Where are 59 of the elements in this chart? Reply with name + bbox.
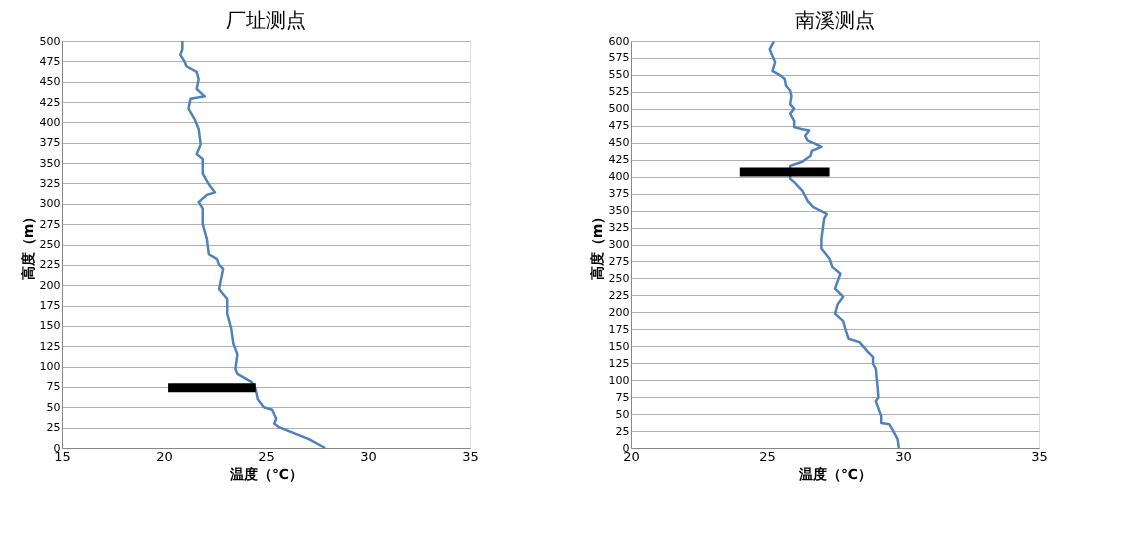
- x-tick-label: 30: [360, 448, 377, 464]
- line-series: [179, 39, 327, 450]
- y-tick-label: 400: [39, 115, 61, 129]
- y-tick-label: 550: [608, 68, 630, 82]
- y-tick-label: 150: [608, 339, 630, 353]
- x-tick-label: 25: [759, 448, 776, 464]
- y-tick-label: 525: [608, 85, 630, 99]
- y-tick-label: 25: [615, 424, 630, 438]
- y-tick-label: 125: [39, 339, 61, 353]
- y-tick-label: 350: [39, 156, 61, 170]
- line-series: [768, 40, 901, 450]
- y-axis-title: 高度（m）: [588, 209, 605, 281]
- x-axis-title: 温度（℃）: [229, 465, 303, 482]
- x-tick-label: 20: [156, 448, 173, 464]
- y-tick-label: 450: [608, 136, 630, 150]
- y-tick-label: 150: [39, 319, 61, 333]
- x-tick-label: 35: [1031, 448, 1048, 464]
- x-tick-label: 35: [462, 448, 479, 464]
- x-tick-label: 30: [895, 448, 912, 464]
- y-tick-label: 425: [608, 153, 630, 167]
- y-tick-label: 250: [39, 238, 61, 251]
- y-tick-label: 50: [46, 400, 61, 414]
- y-tick-label: 225: [39, 258, 61, 272]
- y-axis-title: 高度（m）: [19, 209, 36, 281]
- y-tick-label: 275: [39, 217, 61, 231]
- y-tick-label: 350: [608, 204, 630, 218]
- y-tick-label: 25: [46, 421, 61, 435]
- y-tick-label: 250: [608, 271, 630, 285]
- y-tick-label: 300: [608, 238, 630, 251]
- y-tick-label: 100: [608, 373, 630, 387]
- y-tick-label: 225: [608, 288, 630, 302]
- y-tick-label: 575: [608, 51, 630, 65]
- y-tick-label: 275: [608, 254, 630, 268]
- y-tick-label: 500: [39, 34, 61, 48]
- y-tick-label: 325: [608, 221, 630, 235]
- y-tick-label: 175: [39, 299, 61, 313]
- y-tick-label: 50: [615, 407, 630, 421]
- y-tick-label: 200: [608, 305, 630, 319]
- y-tick-label: 375: [608, 187, 630, 201]
- chart-title: 南溪测点: [795, 8, 875, 32]
- y-tick-label: 100: [39, 360, 61, 374]
- y-tick-label: 375: [39, 136, 61, 150]
- y-tick-label: 125: [608, 356, 630, 370]
- chart-title: 厂址测点: [226, 8, 306, 32]
- y-tick-label: 400: [608, 170, 630, 184]
- y-tick-label: 325: [39, 176, 61, 190]
- y-tick-label: 200: [39, 278, 61, 292]
- y-tick-label: 75: [615, 390, 630, 404]
- y-tick-label: 500: [608, 102, 630, 116]
- x-axis-title: 温度（℃）: [798, 465, 872, 482]
- y-tick-label: 175: [608, 322, 630, 336]
- y-tick-label: 425: [39, 95, 61, 109]
- y-tick-label: 75: [46, 380, 61, 394]
- x-tick-label: 25: [258, 448, 275, 464]
- y-tick-label: 475: [608, 119, 630, 133]
- y-tick-label: 300: [39, 197, 61, 211]
- y-tick-label: 450: [39, 75, 61, 89]
- y-tick-label: 475: [39, 54, 61, 68]
- y-tick-label: 600: [608, 34, 630, 48]
